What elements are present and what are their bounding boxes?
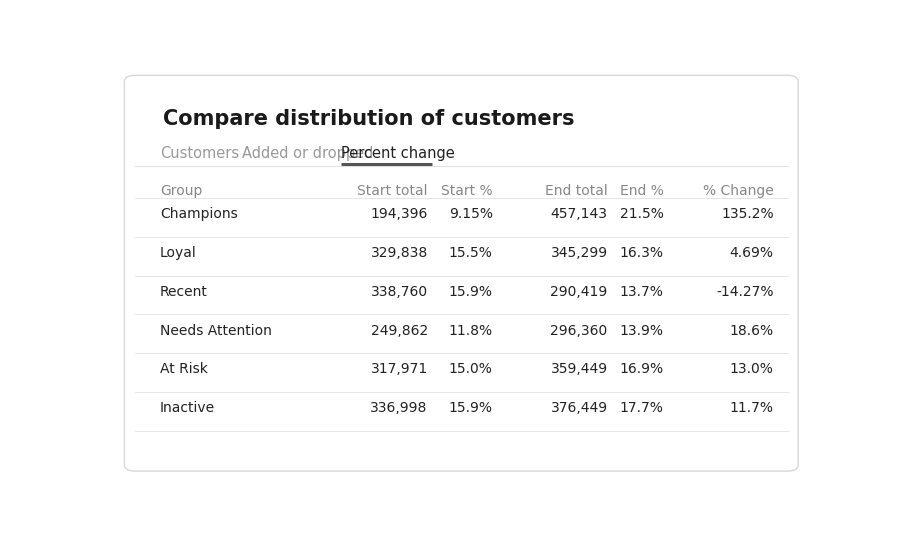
Text: 15.9%: 15.9%	[448, 401, 492, 415]
Text: 16.9%: 16.9%	[619, 362, 663, 377]
Text: Needs Attention: Needs Attention	[160, 324, 272, 338]
Text: 11.7%: 11.7%	[730, 401, 774, 415]
Text: 4.69%: 4.69%	[730, 246, 774, 260]
Text: 457,143: 457,143	[551, 207, 608, 221]
Text: 16.3%: 16.3%	[619, 246, 663, 260]
Text: 18.6%: 18.6%	[730, 324, 774, 338]
Text: Start %: Start %	[441, 183, 492, 197]
Text: Recent: Recent	[160, 285, 208, 299]
Text: 13.7%: 13.7%	[619, 285, 663, 299]
Text: Group: Group	[160, 183, 202, 197]
Text: 15.9%: 15.9%	[448, 285, 492, 299]
Text: 345,299: 345,299	[551, 246, 608, 260]
Text: -14.27%: -14.27%	[716, 285, 774, 299]
Text: 11.8%: 11.8%	[448, 324, 492, 338]
Text: Start total: Start total	[357, 183, 428, 197]
Text: 194,396: 194,396	[371, 207, 427, 221]
Text: 13.9%: 13.9%	[619, 324, 663, 338]
Text: 329,838: 329,838	[371, 246, 427, 260]
Text: 21.5%: 21.5%	[619, 207, 663, 221]
Text: At Risk: At Risk	[160, 362, 208, 377]
Text: 359,449: 359,449	[551, 362, 608, 377]
Text: End total: End total	[545, 183, 608, 197]
Text: 336,998: 336,998	[371, 401, 427, 415]
FancyBboxPatch shape	[124, 75, 798, 471]
Text: Compare distribution of customers: Compare distribution of customers	[163, 109, 574, 129]
Text: 376,449: 376,449	[551, 401, 608, 415]
Text: 249,862: 249,862	[371, 324, 427, 338]
Text: 338,760: 338,760	[371, 285, 427, 299]
Text: Inactive: Inactive	[160, 401, 215, 415]
Text: 317,971: 317,971	[371, 362, 427, 377]
Text: End %: End %	[619, 183, 663, 197]
Text: 9.15%: 9.15%	[448, 207, 492, 221]
Text: 13.0%: 13.0%	[730, 362, 774, 377]
Text: Champions: Champions	[160, 207, 238, 221]
Text: % Change: % Change	[703, 183, 774, 197]
Text: Percent change: Percent change	[341, 146, 455, 161]
Text: 17.7%: 17.7%	[619, 401, 663, 415]
Text: Added or dropped: Added or dropped	[241, 146, 373, 161]
Text: 15.0%: 15.0%	[449, 362, 492, 377]
Text: 290,419: 290,419	[551, 285, 608, 299]
Text: Loyal: Loyal	[160, 246, 197, 260]
Text: Customers: Customers	[160, 146, 239, 161]
Text: 296,360: 296,360	[551, 324, 608, 338]
Text: 15.5%: 15.5%	[449, 246, 492, 260]
Text: 135.2%: 135.2%	[721, 207, 774, 221]
